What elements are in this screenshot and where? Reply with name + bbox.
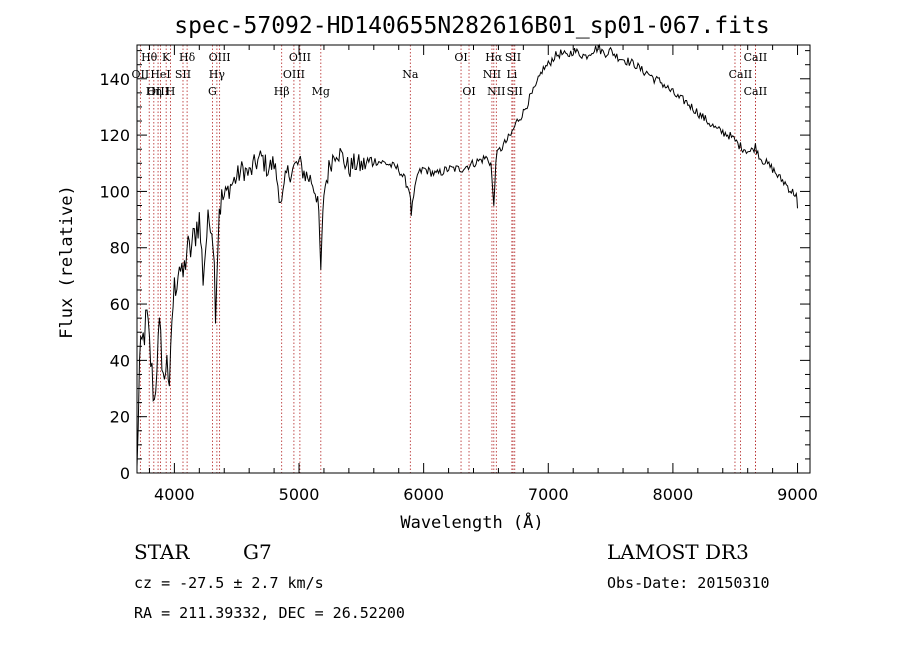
- line-label: Hη: [146, 85, 162, 98]
- object-class: STAR: [134, 540, 190, 564]
- y-tick-label: 80: [110, 239, 130, 258]
- axis-ticks: 4000 5000 6000 7000 8000 9000 0 20 40 60 80 100 120 1…: [99, 45, 818, 504]
- y-tick-label: 20: [110, 408, 130, 427]
- x-tick-label: 8000: [653, 485, 694, 504]
- line-label: SII: [507, 85, 523, 98]
- line-label: HeI: [150, 68, 170, 81]
- y-tick-label: 0: [120, 464, 130, 483]
- x-tick-label: 7000: [528, 485, 569, 504]
- line-label: Hγ: [209, 68, 226, 81]
- chart-title: spec-57092-HD140655N282616B01_sp01-067.f…: [174, 13, 769, 39]
- x-tick-label: 6000: [403, 485, 444, 504]
- line-label: CaII: [729, 68, 753, 81]
- line-label: OIII: [283, 68, 305, 81]
- line-label: Hβ: [274, 85, 290, 98]
- line-label: OIII: [289, 51, 311, 64]
- line-label: Na: [402, 68, 419, 81]
- x-tick-label: 9000: [777, 485, 818, 504]
- line-label: Mg: [312, 85, 330, 98]
- y-tick-label: 100: [99, 182, 130, 201]
- y-tick-label: 120: [99, 126, 130, 145]
- line-label: SII: [175, 68, 191, 81]
- x-tick-label: 4000: [154, 485, 195, 504]
- survey-name: LAMOST DR3: [607, 540, 749, 564]
- line-label: CaII: [744, 85, 768, 98]
- line-label: G: [208, 85, 217, 98]
- line-label: NII: [483, 68, 501, 81]
- line-label: H: [166, 85, 176, 98]
- x-axis-label: Wavelength (Å): [400, 511, 543, 533]
- x-tick-label: 5000: [279, 485, 320, 504]
- line-label: Hθ: [141, 51, 158, 64]
- redshift-readout: cz = -27.5 ± 2.7 km/s: [134, 574, 324, 592]
- line-label: Hδ: [179, 51, 196, 64]
- obs-date: Obs-Date: 20150310: [607, 574, 770, 592]
- line-label: OIII: [209, 51, 231, 64]
- line-label: K: [162, 51, 171, 64]
- spectral-line-markers: [139, 45, 756, 473]
- plot-frame: [136, 44, 811, 474]
- line-label: Hα: [485, 51, 503, 64]
- line-label: OI: [462, 85, 475, 98]
- line-label: NII: [487, 85, 505, 98]
- line-label: OIII: [147, 85, 169, 98]
- line-label: SII: [505, 51, 521, 64]
- line-label: OII: [132, 68, 150, 81]
- y-tick-label: 140: [99, 70, 130, 89]
- line-label: Li: [506, 68, 517, 81]
- coordinates: RA = 211.39332, DEC = 26.52200: [134, 604, 405, 622]
- y-axis-label: Flux (relative): [57, 185, 77, 339]
- object-subclass: G7: [243, 540, 272, 564]
- y-tick-label: 40: [110, 351, 130, 370]
- line-label: OI: [454, 51, 467, 64]
- y-tick-label: 60: [110, 295, 130, 314]
- spectrum-series-line: [136, 43, 798, 467]
- line-label: CaII: [744, 51, 768, 64]
